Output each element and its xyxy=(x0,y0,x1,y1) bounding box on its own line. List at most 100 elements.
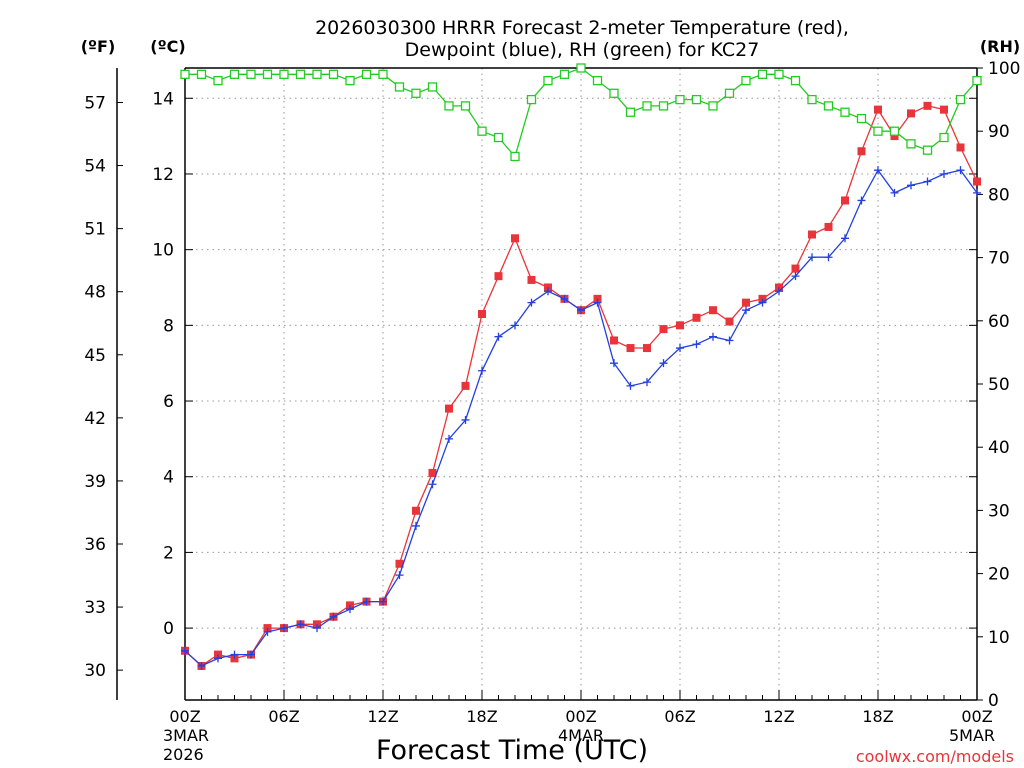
axes xyxy=(116,67,983,701)
dewpoint-point xyxy=(742,306,750,315)
rh-tick-label: 60 xyxy=(988,312,1010,332)
dewpoint-point xyxy=(412,521,420,530)
dewpoint-point xyxy=(544,287,552,296)
dewpoint-point xyxy=(725,336,734,345)
rh-point xyxy=(345,75,355,86)
dewpoint-point xyxy=(230,650,239,659)
dewpoint-point xyxy=(676,344,684,353)
date-tick-label: 4MAR xyxy=(558,726,604,745)
celsius-tick-label: 4 xyxy=(163,468,174,488)
dewpoint-point xyxy=(940,169,948,178)
temperature-point xyxy=(808,230,816,239)
time-tick-label: 12Z xyxy=(367,707,398,726)
dewpoint-point xyxy=(329,612,338,621)
dewpoint-point xyxy=(758,298,767,307)
rh-tick-label: 20 xyxy=(988,565,1010,585)
celsius-tick-label: 8 xyxy=(163,316,174,336)
rh-point xyxy=(889,126,900,136)
fahrenheit-tick-label: 33 xyxy=(84,598,106,618)
rh-point xyxy=(592,75,603,86)
rh-point xyxy=(906,139,916,149)
temperature-point xyxy=(643,344,651,353)
rh-tick-label: 80 xyxy=(988,185,1010,205)
dewpoint-point xyxy=(626,381,635,390)
rh-point xyxy=(708,101,718,111)
rh-point xyxy=(526,94,537,105)
rh-point xyxy=(625,107,636,117)
temperature-point xyxy=(725,317,734,326)
rh-point xyxy=(741,75,751,86)
dewpoint-point xyxy=(494,332,503,341)
temperature-point xyxy=(692,313,701,322)
rh-point xyxy=(328,69,339,79)
temperature-point xyxy=(890,132,899,141)
rh-point xyxy=(477,126,487,136)
rh-point xyxy=(658,101,669,111)
dewpoint-point xyxy=(956,166,965,175)
dewpoint-point xyxy=(395,571,404,580)
temperature-point xyxy=(494,272,503,281)
temperature-point xyxy=(791,264,800,273)
fahrenheit-tick-label: 54 xyxy=(84,157,106,177)
time-tick-label: 06Z xyxy=(268,707,299,726)
rh-point xyxy=(295,69,306,79)
dewpoint-point xyxy=(478,366,486,375)
celsius-tick-label: 10 xyxy=(152,241,174,261)
rh-point xyxy=(444,101,454,111)
celsius-tick-label: 0 xyxy=(163,619,174,639)
rh-point xyxy=(840,107,850,117)
rh-point xyxy=(675,94,685,105)
rh-point xyxy=(196,69,207,79)
dewpoint-point xyxy=(445,434,453,443)
dewpoint-point xyxy=(247,650,255,659)
rh-tick-label: 40 xyxy=(988,438,1010,458)
data-series xyxy=(180,63,982,670)
dewpoint-point xyxy=(923,177,932,186)
dewpoint-point xyxy=(560,294,569,303)
dewpoint-point xyxy=(214,654,222,663)
fahrenheit-tick-label: 45 xyxy=(84,346,106,366)
rh-point xyxy=(213,75,223,86)
fahrenheit-tick-label: 36 xyxy=(84,535,106,555)
temperature-point xyxy=(610,336,618,345)
dewpoint-point xyxy=(824,253,833,262)
rh-point xyxy=(246,69,256,79)
fahrenheit-tick-label: 48 xyxy=(84,283,106,303)
rh-tick-label: 90 xyxy=(988,122,1010,142)
temperature-point xyxy=(511,234,519,243)
dewpoint-point xyxy=(890,188,899,197)
time-tick-label: 06Z xyxy=(664,707,695,726)
dewpoint-point xyxy=(857,196,866,205)
dewpoint-point xyxy=(874,166,882,175)
dewpoint-point xyxy=(511,321,519,330)
credit-text: coolwx.com/models xyxy=(856,747,1014,766)
dewpoint-point xyxy=(709,332,717,341)
rh-point xyxy=(559,69,570,79)
rh-point xyxy=(394,82,405,92)
temperature-point xyxy=(907,109,915,118)
temperature-point xyxy=(742,298,750,307)
rh-point xyxy=(873,126,883,136)
dewpoint-point xyxy=(296,620,305,629)
temperature-point xyxy=(940,105,948,114)
dewpoint-point xyxy=(791,272,800,281)
rh-point xyxy=(262,69,273,79)
dewpoint-point xyxy=(643,378,651,387)
rh-point xyxy=(411,88,421,98)
temperature-point xyxy=(478,309,486,318)
rh-point xyxy=(774,69,784,79)
rh-point xyxy=(691,94,702,105)
dewpoint-point xyxy=(346,605,354,614)
time-tick-label: 12Z xyxy=(763,707,794,726)
rh-point xyxy=(543,75,553,86)
celsius-tick-label: 12 xyxy=(152,165,174,185)
dewpoint-point xyxy=(461,415,470,424)
rh-point xyxy=(609,88,619,98)
dewpoint-point xyxy=(577,306,585,315)
rh-tick-label: 0 xyxy=(988,691,999,711)
fahrenheit-tick-label: 39 xyxy=(84,472,106,492)
temperature-point xyxy=(676,321,684,330)
x-axis-label: Forecast Time (UTC) xyxy=(376,735,648,766)
temperature-point xyxy=(709,306,717,315)
